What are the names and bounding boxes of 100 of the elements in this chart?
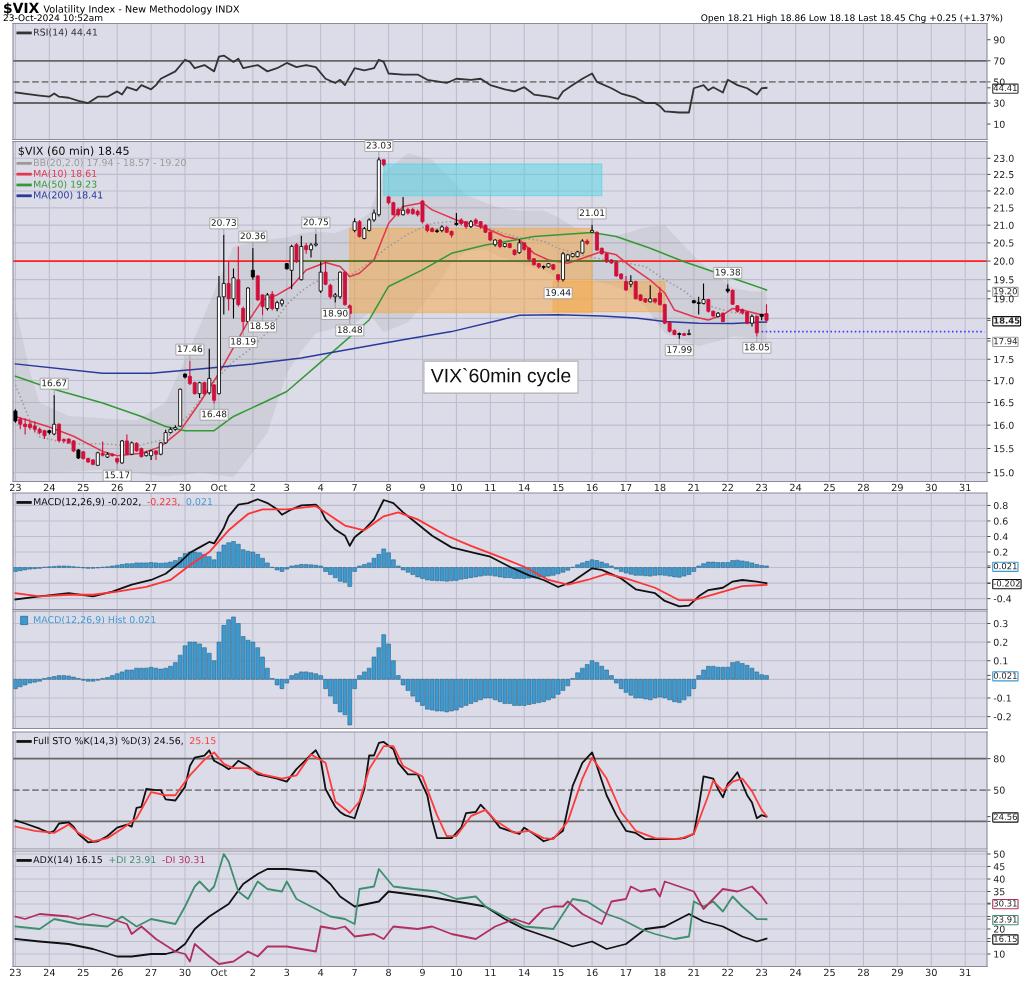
x-tick-label: 23 <box>9 968 21 977</box>
annotation: 18.58 <box>250 322 275 330</box>
y-tick-label: 19.20 <box>994 288 1017 295</box>
text: 23-Oct-2024 10:52am <box>3 14 103 22</box>
x-tick-label: 28 <box>857 483 869 492</box>
x-tick-label: 25 <box>824 968 835 977</box>
y-tick-label: 17.0 <box>994 377 1014 385</box>
y-tick-label: 0.1 <box>993 657 1008 665</box>
y-tick-label: 20.0 <box>993 257 1014 265</box>
x-tick-label: 22 <box>722 483 733 491</box>
legend-label: MACD(12,26,9) Hist 0.021 <box>34 615 156 625</box>
x-tick-label: 31 <box>959 968 971 977</box>
x-tick-label: 3 <box>284 968 290 977</box>
y-tick-label: 20.5 <box>993 239 1014 247</box>
annotation: 17.99 <box>667 346 692 353</box>
annotation: 18.19 <box>231 337 256 345</box>
x-tick-label: 18 <box>654 483 666 492</box>
x-tick-label: 7 <box>352 483 357 491</box>
y-tick-label: 22.0 <box>993 187 1014 195</box>
x-tick-label: 30 <box>925 483 937 492</box>
y-tick-label: 22.5 <box>993 171 1014 179</box>
y-tick-label: 10 <box>994 950 1005 958</box>
x-tick-label: 18 <box>654 968 666 977</box>
y-tick-label: 15.5 <box>994 445 1014 453</box>
y-tick-label: 0.8 <box>993 502 1008 510</box>
x-tick-label: 25 <box>824 483 835 492</box>
y-tick-label: 30 <box>993 99 1005 107</box>
series-label: 25.15 <box>189 737 216 745</box>
x-tick-label: 29 <box>891 968 903 977</box>
y-tick-label: 50 <box>993 78 1005 86</box>
x-tick-label: Oct <box>211 483 228 492</box>
y-tick-label: 18.45 <box>994 317 1020 324</box>
x-tick-label: 26 <box>111 483 123 492</box>
y-tick-label: 23.0 <box>993 154 1014 162</box>
y-tick-label: 90 <box>993 36 1005 44</box>
x-tick-label: 30 <box>925 968 937 977</box>
y-tick-label: 0.4 <box>993 533 1008 541</box>
y-tick-label: 24.56 <box>993 813 1017 820</box>
x-tick-label: 24 <box>43 483 55 491</box>
x-tick-label: 14 <box>519 483 530 491</box>
legend-label: MA(10) 18.61 <box>34 169 97 179</box>
x-tick-label: 16 <box>586 968 598 977</box>
chart-subtitle: Volatility Index - New Methodology INDX <box>43 5 240 15</box>
x-tick-label: 24 <box>790 483 802 491</box>
annotation: 15.17 <box>105 471 130 479</box>
x-tick-label: 21 <box>688 968 700 976</box>
x-tick-label: 10 <box>451 483 462 492</box>
x-tick-label: 31 <box>959 483 971 492</box>
legend-label: Full STO %K(14,3) %D(3) 24.56, <box>34 736 183 746</box>
legend-label: ADX(14) 16.15 <box>33 855 102 865</box>
x-tick-label: 11 <box>485 483 496 491</box>
annotation: 16.48 <box>202 410 227 418</box>
y-tick-label: 50 <box>993 850 1005 858</box>
text: -DI 30.31 <box>162 856 205 864</box>
annotation: 21.01 <box>579 209 605 217</box>
x-tick-label: 24 <box>790 968 802 976</box>
y-tick-label: 45 <box>993 863 1005 871</box>
legend-label: MACD(12,26,9) -0.202, <box>34 497 141 507</box>
x-tick-label: 15 <box>553 968 564 977</box>
y-tick-label: 15.0 <box>994 469 1014 477</box>
y-tick-label: 0.021 <box>993 562 1017 570</box>
y-tick-label: 17.94 <box>994 337 1018 345</box>
y-tick-label: 50 <box>993 786 1005 794</box>
x-tick-label: 27 <box>145 483 157 491</box>
text: -0.223, <box>147 498 180 507</box>
y-tick-label: 80 <box>993 755 1005 763</box>
x-tick-label: 8 <box>386 483 391 492</box>
x-tick-label: 9 <box>419 968 425 977</box>
annotation: 16.67 <box>42 379 67 387</box>
y-tick-label: -0.202 <box>993 580 1020 587</box>
x-tick-label: 30 <box>179 968 191 977</box>
y-tick-label: 0.6 <box>993 517 1008 525</box>
legend-label: MA(50) 19.23 <box>34 180 97 189</box>
annotation: 19.38 <box>715 268 741 276</box>
x-tick-label: Oct <box>211 968 228 977</box>
x-tick-label: 14 <box>519 968 530 976</box>
x-tick-label: 17 <box>620 483 632 491</box>
y-tick-label: 40 <box>993 875 1005 883</box>
annotation: 23.03 <box>366 141 392 149</box>
x-tick-label: 23 <box>756 483 768 492</box>
x-tick-label: 15 <box>553 483 564 492</box>
x-tick-label: 9 <box>419 483 425 492</box>
legend-label: MA(200) 18.41 <box>34 191 103 200</box>
y-tick-label: 0.2 <box>993 638 1008 646</box>
legend-label: RSI(14) 44.41 <box>34 28 98 37</box>
y-tick-label: 19.0 <box>994 295 1014 303</box>
annotation: 19.44 <box>546 289 571 296</box>
text: Open 18.21 High 18.86 Low 18.18 Last 18.45 Chg +0.25 (+1.37%) <box>701 14 1003 23</box>
annotation: 18.90 <box>323 309 348 317</box>
x-tick-label: 23 <box>756 968 768 977</box>
y-tick-label: 35 <box>993 888 1005 896</box>
annotation: 20.75 <box>303 218 328 226</box>
x-tick-label: 26 <box>111 968 123 977</box>
y-tick-label: -0.4 <box>993 595 1012 603</box>
y-tick-label: 16.15 <box>994 935 1017 942</box>
x-tick-label: 16 <box>586 483 598 492</box>
y-tick-label: 16.5 <box>994 399 1014 407</box>
annotation: 18.05 <box>744 343 769 351</box>
x-tick-label: 29 <box>891 483 903 492</box>
annotation: 20.73 <box>211 219 236 226</box>
